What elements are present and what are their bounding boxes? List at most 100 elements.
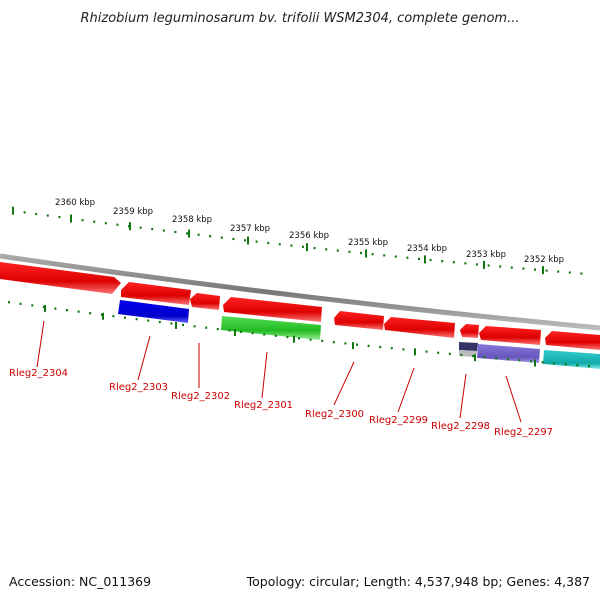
inner-ruler-dot — [576, 364, 579, 367]
inner-ruler-dot — [77, 310, 80, 313]
gene-rleg2-2303[interactable] — [118, 300, 189, 323]
gene-label[interactable]: Rleg2_2297 — [494, 427, 553, 438]
inner-ruler-dot — [54, 307, 57, 310]
ruler-dot — [197, 233, 200, 236]
inner-ruler-dot — [170, 322, 173, 325]
inner-ruler-major-tick — [102, 312, 104, 320]
inner-ruler-dot — [228, 329, 231, 332]
inner-ruler-dot — [553, 362, 556, 365]
gene-rleg2-2302b[interactable] — [190, 293, 220, 310]
inner-ruler-dot — [390, 347, 393, 350]
gene-label[interactable]: Rleg2_2299 — [369, 415, 428, 426]
ruler-label: 2355 kbp — [348, 238, 388, 248]
gene-label[interactable]: Rleg2_2302 — [171, 391, 230, 402]
ruler-dot — [429, 258, 432, 262]
ruler-label: 2357 kbp — [230, 224, 270, 234]
inner-ruler-dot — [506, 358, 509, 361]
ruler-dot — [336, 249, 339, 252]
inner-ruler-dot — [344, 342, 347, 345]
ruler-dot — [313, 246, 316, 250]
inner-ruler-dot — [193, 325, 196, 328]
inner-ruler-dot — [495, 357, 498, 360]
inner-ruler-dot — [448, 352, 451, 355]
inner-ruler-dot — [332, 341, 335, 344]
inner-ruler-dot — [530, 360, 532, 363]
inner-ruler-major-tick — [414, 348, 416, 356]
gene-label[interactable]: Rleg2_2301 — [234, 400, 293, 411]
ruler-dot — [568, 271, 571, 274]
gene-label-connector — [459, 373, 467, 419]
inner-ruler-dot — [205, 326, 208, 329]
ruler-label: 2359 kbp — [113, 207, 153, 217]
ruler-dot — [394, 255, 397, 258]
ruler-dot — [81, 219, 84, 222]
gene-rleg2-2301[interactable] — [223, 297, 322, 322]
ruler-dot — [46, 214, 49, 217]
inner-ruler-dot — [286, 335, 289, 339]
gene-label[interactable]: Rleg2_2304 — [9, 368, 68, 379]
gene-rleg2-2297[interactable] — [479, 326, 541, 345]
gene-rleg2-2297-rev[interactable] — [477, 344, 540, 363]
gene-rleg2-2299[interactable] — [384, 317, 455, 338]
kbp-ruler: 2360 kbp 2359 kbp 2358 kbp 2357 kbp 2356 kbp… — [12, 198, 583, 275]
inner-ruler-dot — [240, 330, 242, 333]
inner-ruler-dot — [31, 304, 34, 307]
ruler-dot — [139, 226, 142, 229]
inner-ruler-dot — [460, 353, 463, 357]
gene-label[interactable]: Rleg2_2300 — [305, 409, 364, 420]
inner-ruler-dot — [564, 363, 567, 366]
gene-rleg2-2304[interactable] — [0, 262, 121, 294]
ruler-dot — [290, 244, 293, 247]
gene-label[interactable]: Rleg2_2303 — [109, 382, 168, 393]
inner-ruler-dot — [402, 348, 405, 351]
ruler-dot — [162, 229, 165, 232]
ruler-dot — [278, 243, 281, 246]
inner-ruler-dot — [588, 365, 590, 368]
ruler-dot — [151, 228, 154, 231]
ruler-dot — [58, 216, 61, 219]
gene-next-forward[interactable] — [545, 331, 600, 350]
ruler-dot — [360, 251, 362, 255]
inner-ruler-dot — [251, 332, 254, 335]
gene-rleg2-2298[interactable] — [460, 324, 479, 338]
inner-ruler-dot — [112, 315, 115, 318]
inner-ruler-dot — [135, 318, 138, 321]
gene-label-connector — [36, 320, 45, 368]
ruler-dot — [499, 265, 502, 268]
inner-ruler-major-tick — [293, 335, 295, 343]
gene-rleg2-2302a[interactable] — [121, 282, 191, 305]
inner-ruler-dot — [100, 313, 103, 316]
ruler-dot — [522, 267, 525, 270]
ruler-dot — [302, 245, 304, 248]
inner-ruler-dot — [321, 339, 324, 343]
gene-label-connector — [397, 367, 415, 413]
ruler-dot — [186, 232, 188, 235]
ruler-dot — [174, 230, 177, 234]
ruler-major-tick — [129, 222, 131, 231]
ruler-label: 2356 kbp — [289, 231, 329, 241]
gene-track[interactable] — [0, 262, 600, 369]
ruler-label: 2353 kbp — [466, 250, 506, 260]
ruler-label: 2354 kbp — [407, 244, 447, 254]
ruler-label: 2360 kbp — [55, 198, 95, 208]
gene-rleg2-2298-rev[interactable] — [459, 342, 478, 351]
ruler-dot — [464, 262, 467, 265]
gene-next-reverse[interactable] — [543, 350, 600, 369]
ruler-dot — [220, 236, 223, 239]
ruler-dot — [452, 261, 455, 264]
inner-ruler-major-tick — [234, 329, 236, 337]
gene-rleg2-2300[interactable] — [334, 311, 384, 330]
gene-label[interactable]: Rleg2_2298 — [431, 421, 490, 432]
ruler-label: 2352 kbp — [524, 255, 564, 265]
inner-ruler-dot — [437, 351, 440, 354]
inner-ruler-dot — [274, 334, 277, 337]
ruler-dot — [325, 248, 328, 251]
gene-rleg2-2301-rev[interactable] — [221, 316, 321, 340]
ruler-dot — [371, 253, 374, 256]
inner-ruler-dot — [472, 354, 474, 358]
inner-ruler-major-tick — [474, 354, 476, 362]
gene-label-connector — [137, 335, 151, 381]
ruler-dot — [545, 269, 548, 272]
